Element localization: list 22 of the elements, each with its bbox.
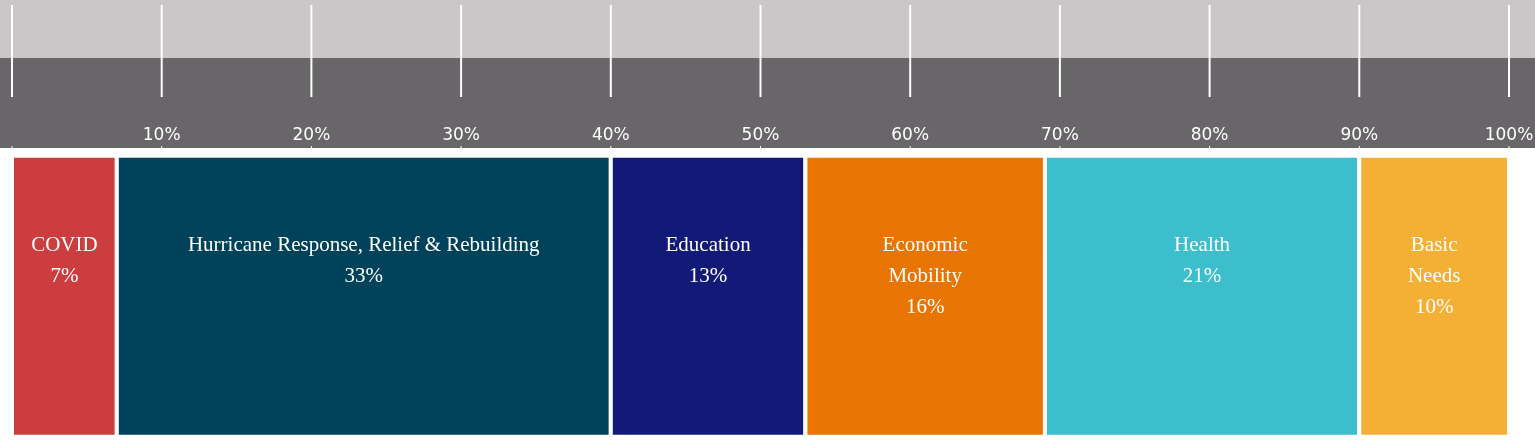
series-label: Hurricane Response, Relief & Rebuilding xyxy=(187,231,541,256)
x-tick-label: 20% xyxy=(292,124,331,144)
series-label: COVID xyxy=(31,231,98,256)
series-label: Economic Mobility xyxy=(882,231,968,287)
x-tick-label: 70% xyxy=(1041,124,1079,144)
data-label: 10% xyxy=(1414,293,1454,318)
data-label: 21% xyxy=(1182,262,1222,287)
x-tick-label: 90% xyxy=(1340,124,1379,144)
x-tick-label: 60% xyxy=(891,124,930,144)
data-label: 13% xyxy=(688,262,728,287)
series-label: Health xyxy=(1174,231,1231,256)
series-label: Education xyxy=(665,231,752,256)
x-tick-label: 80% xyxy=(1190,124,1229,144)
data-label: 16% xyxy=(905,293,945,318)
x-tick-label: 50% xyxy=(741,124,780,144)
x-tick-label: 30% xyxy=(442,124,480,144)
x-tick-label: 10% xyxy=(142,124,181,144)
data-label: 33% xyxy=(344,262,384,287)
x-tick-label: 40% xyxy=(591,124,630,144)
x-tick-label: 100% xyxy=(1484,124,1534,144)
data-label: 7% xyxy=(50,262,79,287)
series-label: Basic Needs xyxy=(1407,231,1461,287)
